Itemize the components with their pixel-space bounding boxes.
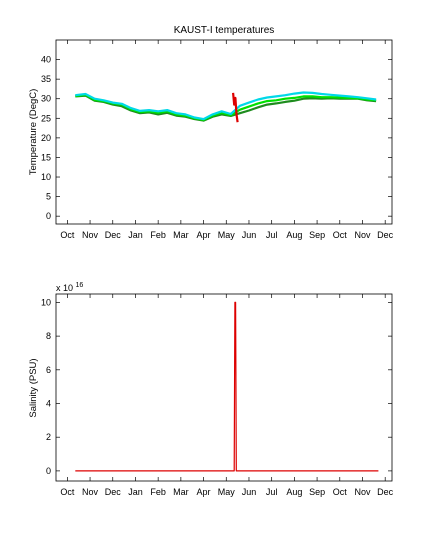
salinity-y-tick-label: 10	[41, 297, 51, 307]
salinity-y-tick-label: 4	[46, 399, 51, 409]
temperature-x-tick-label: Dec	[105, 230, 122, 240]
temperature-series-line-3	[232, 92, 239, 123]
salinity-x-tick-label: Nov	[354, 487, 371, 497]
temperature-series-group	[75, 91, 377, 123]
temperature-y-tick-label: 10	[41, 172, 51, 182]
temperature-x-tick-label: Jan	[128, 230, 143, 240]
salinity-x-tick-label: Nov	[82, 487, 99, 497]
temperature-x-tick-label: Nov	[82, 230, 99, 240]
temperature-series-line-0	[75, 94, 377, 122]
salinity-x-tick-label: Aug	[286, 487, 302, 497]
salinity-x-tick-label: Dec	[105, 487, 122, 497]
temperature-x-tick-label: Feb	[150, 230, 166, 240]
salinity-x-tick-label: Apr	[197, 487, 211, 497]
salinity-scale-factor-base: x 10	[56, 283, 73, 293]
temperature-x-tick-label: Jul	[266, 230, 278, 240]
temperature-y-tick-label: 20	[41, 133, 51, 143]
salinity-x-tick-label: Dec	[377, 487, 394, 497]
salinity-scale-factor: x 10 16	[56, 282, 83, 293]
salinity-x-tick-label: Jun	[242, 487, 257, 497]
temperature-x-tick-label: Oct	[333, 230, 348, 240]
salinity-x-tick-label: Feb	[150, 487, 166, 497]
temperature-y-axis-label: Temperature (DegC)	[28, 89, 39, 176]
salinity-x-tick-label: Oct	[333, 487, 348, 497]
salinity-plot-frame	[55, 293, 393, 482]
temperature-y-tick-label: 5	[46, 192, 51, 202]
salinity-series-group	[75, 301, 379, 472]
salinity-y-axis-label: Salinity (PSU)	[28, 358, 39, 417]
salinity-axes: 0 2 4 6 8 10 Oct Nov Dec Jan Feb Mar Apr May Jun Jul Aug…	[41, 293, 394, 497]
salinity-y-tick-label: 0	[46, 466, 51, 476]
salinity-series-line-0	[75, 301, 379, 472]
temperature-x-tick-label: Apr	[197, 230, 211, 240]
temperature-axes: 0 5 10 15 20 25 30 35 40 Oct Nov Dec Jan Feb Mar Apr May…	[41, 39, 394, 240]
salinity-y-tick-label: 6	[46, 365, 51, 375]
temperature-x-tick-label: Oct	[60, 230, 75, 240]
temperature-y-tick-label: 25	[41, 113, 51, 123]
temperature-x-tick-label: Mar	[173, 230, 189, 240]
salinity-x-tick-label: Jul	[266, 487, 278, 497]
temperature-y-tick-label: 15	[41, 152, 51, 162]
salinity-y-tick-label: 8	[46, 331, 51, 341]
chart-title: KAUST-I temperatures	[174, 25, 275, 36]
salinity-x-tick-label: May	[218, 487, 236, 497]
temperature-y-tick-label: 35	[41, 74, 51, 84]
salinity-scale-factor-exponent: 16	[76, 282, 84, 289]
salinity-y-tick-label: 2	[46, 432, 51, 442]
salinity-x-tick-label: Mar	[173, 487, 189, 497]
temperature-x-tick-label: Nov	[354, 230, 371, 240]
salinity-x-tick-label: Sep	[309, 487, 325, 497]
temperature-y-tick-label: 30	[41, 94, 51, 104]
temperature-y-tick-label: 40	[41, 55, 51, 65]
salinity-x-tick-label: Oct	[60, 487, 75, 497]
temperature-plot-frame	[55, 39, 393, 225]
temperature-y-tick-label: 0	[46, 211, 51, 221]
salinity-x-tick-label: Jan	[128, 487, 143, 497]
temperature-x-tick-label: May	[218, 230, 236, 240]
temperature-x-tick-label: Aug	[286, 230, 302, 240]
temperature-x-tick-label: Dec	[377, 230, 394, 240]
temperature-x-tick-label: Jun	[242, 230, 257, 240]
temperature-x-tick-label: Sep	[309, 230, 325, 240]
temperature-series-line-2	[75, 91, 377, 121]
